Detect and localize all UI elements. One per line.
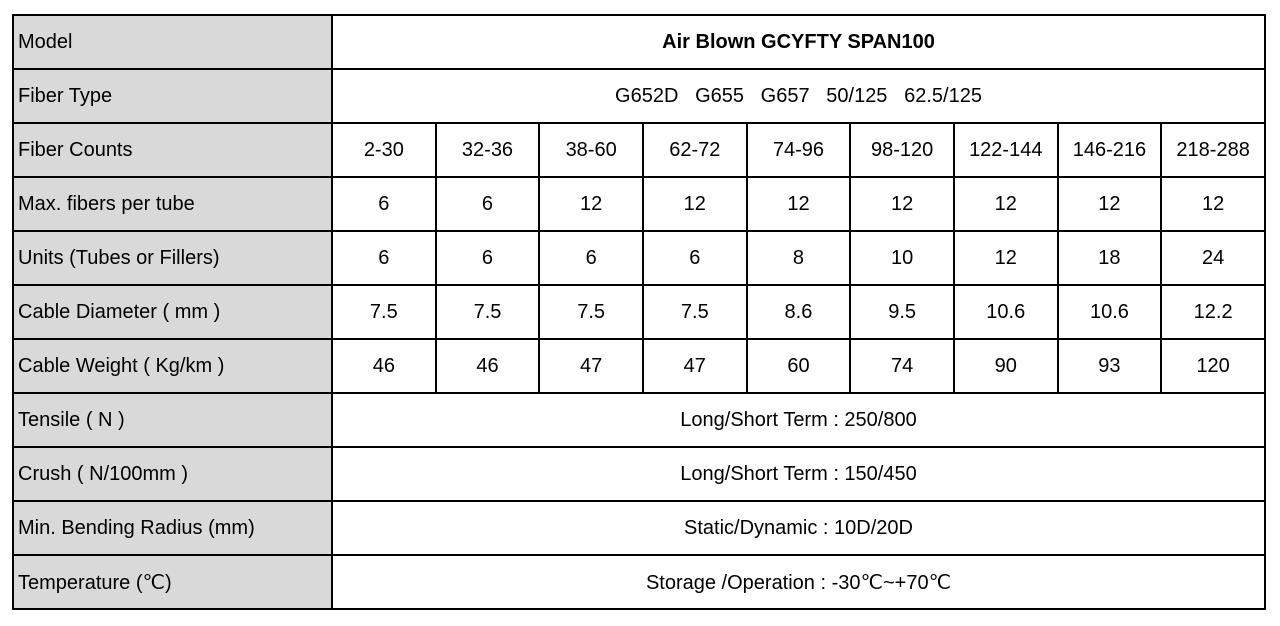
bending-radius-value: Static/Dynamic : 10D/20D: [331, 500, 1266, 556]
table-cell: 93: [1056, 338, 1163, 394]
row-cable-weight: Cable Weight ( Kg/km ) 46 46 47 47 60 74…: [12, 338, 1266, 394]
table-cell: 12: [952, 176, 1059, 232]
table-cell: 6: [434, 176, 541, 232]
row-label: Tensile ( N ): [12, 392, 333, 448]
table-cell: 7.5: [331, 284, 437, 340]
row-label: Crush ( N/100mm ): [12, 446, 333, 502]
row-label: Fiber Type: [12, 68, 333, 124]
table-cell: 122-144: [952, 122, 1059, 178]
table-cell: 47: [641, 338, 748, 394]
table-cell: 146-216: [1056, 122, 1163, 178]
row-tensile: Tensile ( N ) Long/Short Term : 250/800: [12, 392, 1266, 448]
row-label: Fiber Counts: [12, 122, 333, 178]
row-fiber-type: Fiber Type G652D G655 G657 50/125 62.5/1…: [12, 68, 1266, 124]
table-cell: 46: [434, 338, 541, 394]
table-cell: 18: [1056, 230, 1163, 286]
row-temperature: Temperature (℃) Storage /Operation : -30…: [12, 554, 1266, 610]
table-cell: 9.5: [849, 284, 955, 340]
table-cell: 218-288: [1160, 122, 1266, 178]
row-label: Min. Bending Radius (mm): [12, 500, 333, 556]
table-cell: 12: [952, 230, 1059, 286]
table-cell: 24: [1160, 230, 1266, 286]
table-cell: 60: [745, 338, 852, 394]
table-cell: 74-96: [745, 122, 852, 178]
table-cell: 8: [745, 230, 852, 286]
row-label: Temperature (℃): [12, 554, 333, 610]
table-cell: 10.6: [1056, 284, 1163, 340]
table-cell: 12.2: [1160, 284, 1266, 340]
table-cell: 47: [538, 338, 644, 394]
table-cell: 6: [331, 176, 437, 232]
table-cell: 12: [745, 176, 852, 232]
table-cell: 6: [641, 230, 748, 286]
table-cell: 46: [331, 338, 437, 394]
table-cell: 6: [331, 230, 437, 286]
table-cell: 74: [849, 338, 955, 394]
table-cell: 7.5: [434, 284, 541, 340]
table-cell: 12: [1160, 176, 1266, 232]
row-max-fibers-per-tube: Max. fibers per tube 6 6 12 12 12 12 12 …: [12, 176, 1266, 232]
table-cell: 10: [849, 230, 955, 286]
table-cell: 12: [641, 176, 748, 232]
row-label: Model: [12, 14, 333, 70]
table-cell: 8.6: [745, 284, 852, 340]
table-cell: 6: [538, 230, 644, 286]
row-label: Cable Weight ( Kg/km ): [12, 338, 333, 394]
table-cell: 38-60: [538, 122, 644, 178]
row-label: Cable Diameter ( mm ): [12, 284, 333, 340]
table-cell: 98-120: [849, 122, 955, 178]
table-cell: 6: [434, 230, 541, 286]
table-cell: 7.5: [538, 284, 644, 340]
crush-value: Long/Short Term : 150/450: [331, 446, 1266, 502]
table-cell: 7.5: [641, 284, 748, 340]
row-label: Units (Tubes or Fillers): [12, 230, 333, 286]
spec-table: Model Air Blown GCYFTY SPAN100 Fiber Typ…: [12, 14, 1266, 610]
table-cell: 10.6: [952, 284, 1059, 340]
table-cell: 12: [538, 176, 644, 232]
row-label: Max. fibers per tube: [12, 176, 333, 232]
table-cell: 12: [1056, 176, 1163, 232]
table-cell: 120: [1160, 338, 1266, 394]
row-fiber-counts: Fiber Counts 2-30 32-36 38-60 62-72 74-9…: [12, 122, 1266, 178]
row-cable-diameter: Cable Diameter ( mm ) 7.5 7.5 7.5 7.5 8.…: [12, 284, 1266, 340]
row-crush: Crush ( N/100mm ) Long/Short Term : 150/…: [12, 446, 1266, 502]
table-cell: 12: [849, 176, 955, 232]
row-model: Model Air Blown GCYFTY SPAN100: [12, 14, 1266, 70]
temperature-value: Storage /Operation : -30℃~+70℃: [331, 554, 1266, 610]
row-units: Units (Tubes or Fillers) 6 6 6 6 8 10 12…: [12, 230, 1266, 286]
table-cell: 90: [952, 338, 1059, 394]
fiber-type-value: G652D G655 G657 50/125 62.5/125: [331, 68, 1266, 124]
tensile-value: Long/Short Term : 250/800: [331, 392, 1266, 448]
table-cell: 2-30: [331, 122, 437, 178]
table-cell: 62-72: [641, 122, 748, 178]
table-cell: 32-36: [434, 122, 541, 178]
model-value: Air Blown GCYFTY SPAN100: [331, 14, 1266, 70]
row-bending-radius: Min. Bending Radius (mm) Static/Dynamic …: [12, 500, 1266, 556]
